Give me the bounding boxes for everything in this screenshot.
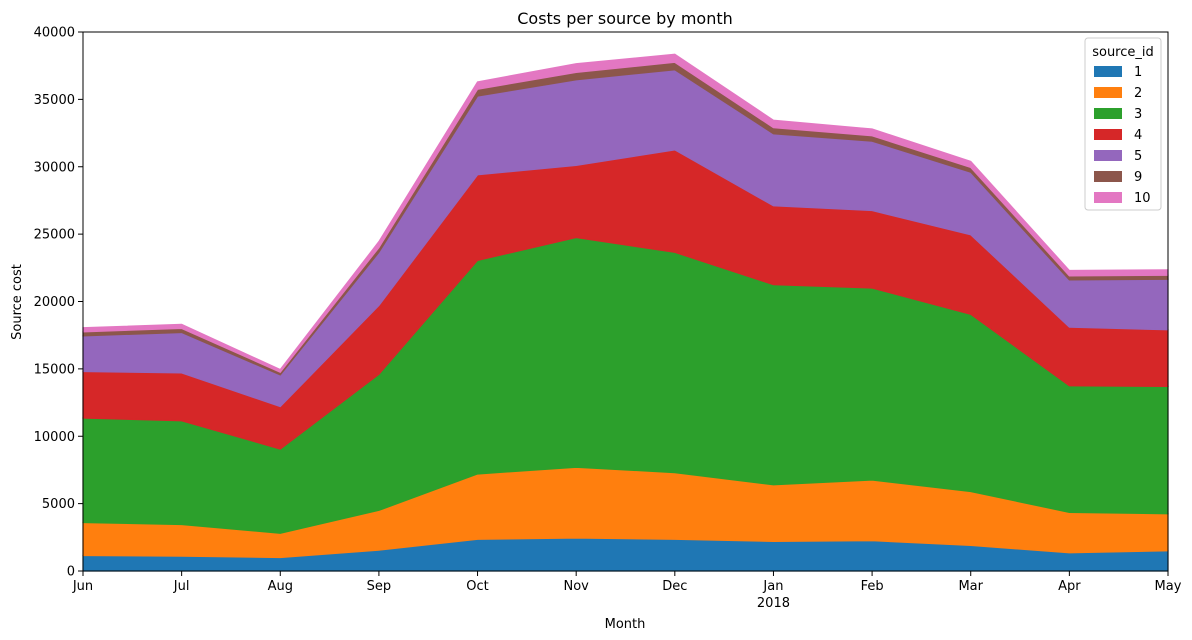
x-tick-label: Oct bbox=[466, 579, 488, 594]
y-tick-label: 25000 bbox=[34, 228, 75, 243]
x-tick-label: Feb bbox=[861, 579, 884, 594]
y-tick-label: 40000 bbox=[34, 26, 75, 41]
y-tick-label: 30000 bbox=[34, 160, 75, 175]
legend-label-9: 9 bbox=[1134, 170, 1142, 185]
x-tick-label: Jan bbox=[762, 579, 783, 594]
legend: source_id 1 2 3 4 5 9 10 bbox=[1084, 37, 1162, 211]
legend-title: source_id bbox=[1092, 45, 1154, 60]
legend-label-10: 10 bbox=[1134, 191, 1151, 206]
legend-label-2: 2 bbox=[1134, 86, 1142, 101]
legend-label-4: 4 bbox=[1134, 128, 1142, 143]
y-axis: 0 5000 10000 15000 20000 25000 30000 35000 40000 bbox=[34, 26, 83, 580]
areas-layer bbox=[82, 53, 1169, 572]
x-tick-label: Apr bbox=[1058, 579, 1081, 594]
y-tick-label: 5000 bbox=[42, 497, 75, 512]
x-axis: Jun Jul Aug Sep Oct Nov Dec Jan 2018 Feb Mar Apr May bbox=[72, 571, 1182, 611]
x-axis-title: Month bbox=[605, 617, 646, 632]
x-tick-label: Sep bbox=[367, 579, 392, 594]
y-tick-label: 20000 bbox=[34, 295, 75, 310]
chart-title: Costs per source by month bbox=[517, 9, 733, 28]
legend-swatch-5 bbox=[1094, 150, 1122, 161]
legend-label-3: 3 bbox=[1134, 107, 1142, 122]
y-tick-label: 0 bbox=[67, 565, 75, 580]
x-tick-label: Jun bbox=[72, 579, 93, 594]
x-tick-label: Nov bbox=[563, 579, 589, 594]
x-tick-label: May bbox=[1155, 579, 1182, 594]
x-tick-label: Jul bbox=[173, 579, 190, 594]
legend-swatch-10 bbox=[1094, 192, 1122, 203]
y-tick-label: 10000 bbox=[34, 430, 75, 445]
x-tick-label: Mar bbox=[958, 579, 983, 594]
legend-swatch-9 bbox=[1094, 171, 1122, 182]
legend-swatch-4 bbox=[1094, 129, 1122, 140]
legend-box bbox=[1084, 37, 1162, 211]
legend-swatch-3 bbox=[1094, 108, 1122, 119]
legend-swatch-1 bbox=[1094, 66, 1122, 77]
legend-swatch-2 bbox=[1094, 87, 1122, 98]
y-axis-title: Source cost bbox=[10, 264, 25, 340]
x-tick-label: Aug bbox=[268, 579, 293, 594]
y-tick-label: 15000 bbox=[34, 362, 75, 377]
x-tick-label: Dec bbox=[662, 579, 687, 594]
y-tick-label: 35000 bbox=[34, 93, 75, 108]
x-tick-year-label: 2018 bbox=[757, 596, 790, 611]
legend-label-1: 1 bbox=[1134, 65, 1142, 80]
legend-label-5: 5 bbox=[1134, 149, 1142, 164]
